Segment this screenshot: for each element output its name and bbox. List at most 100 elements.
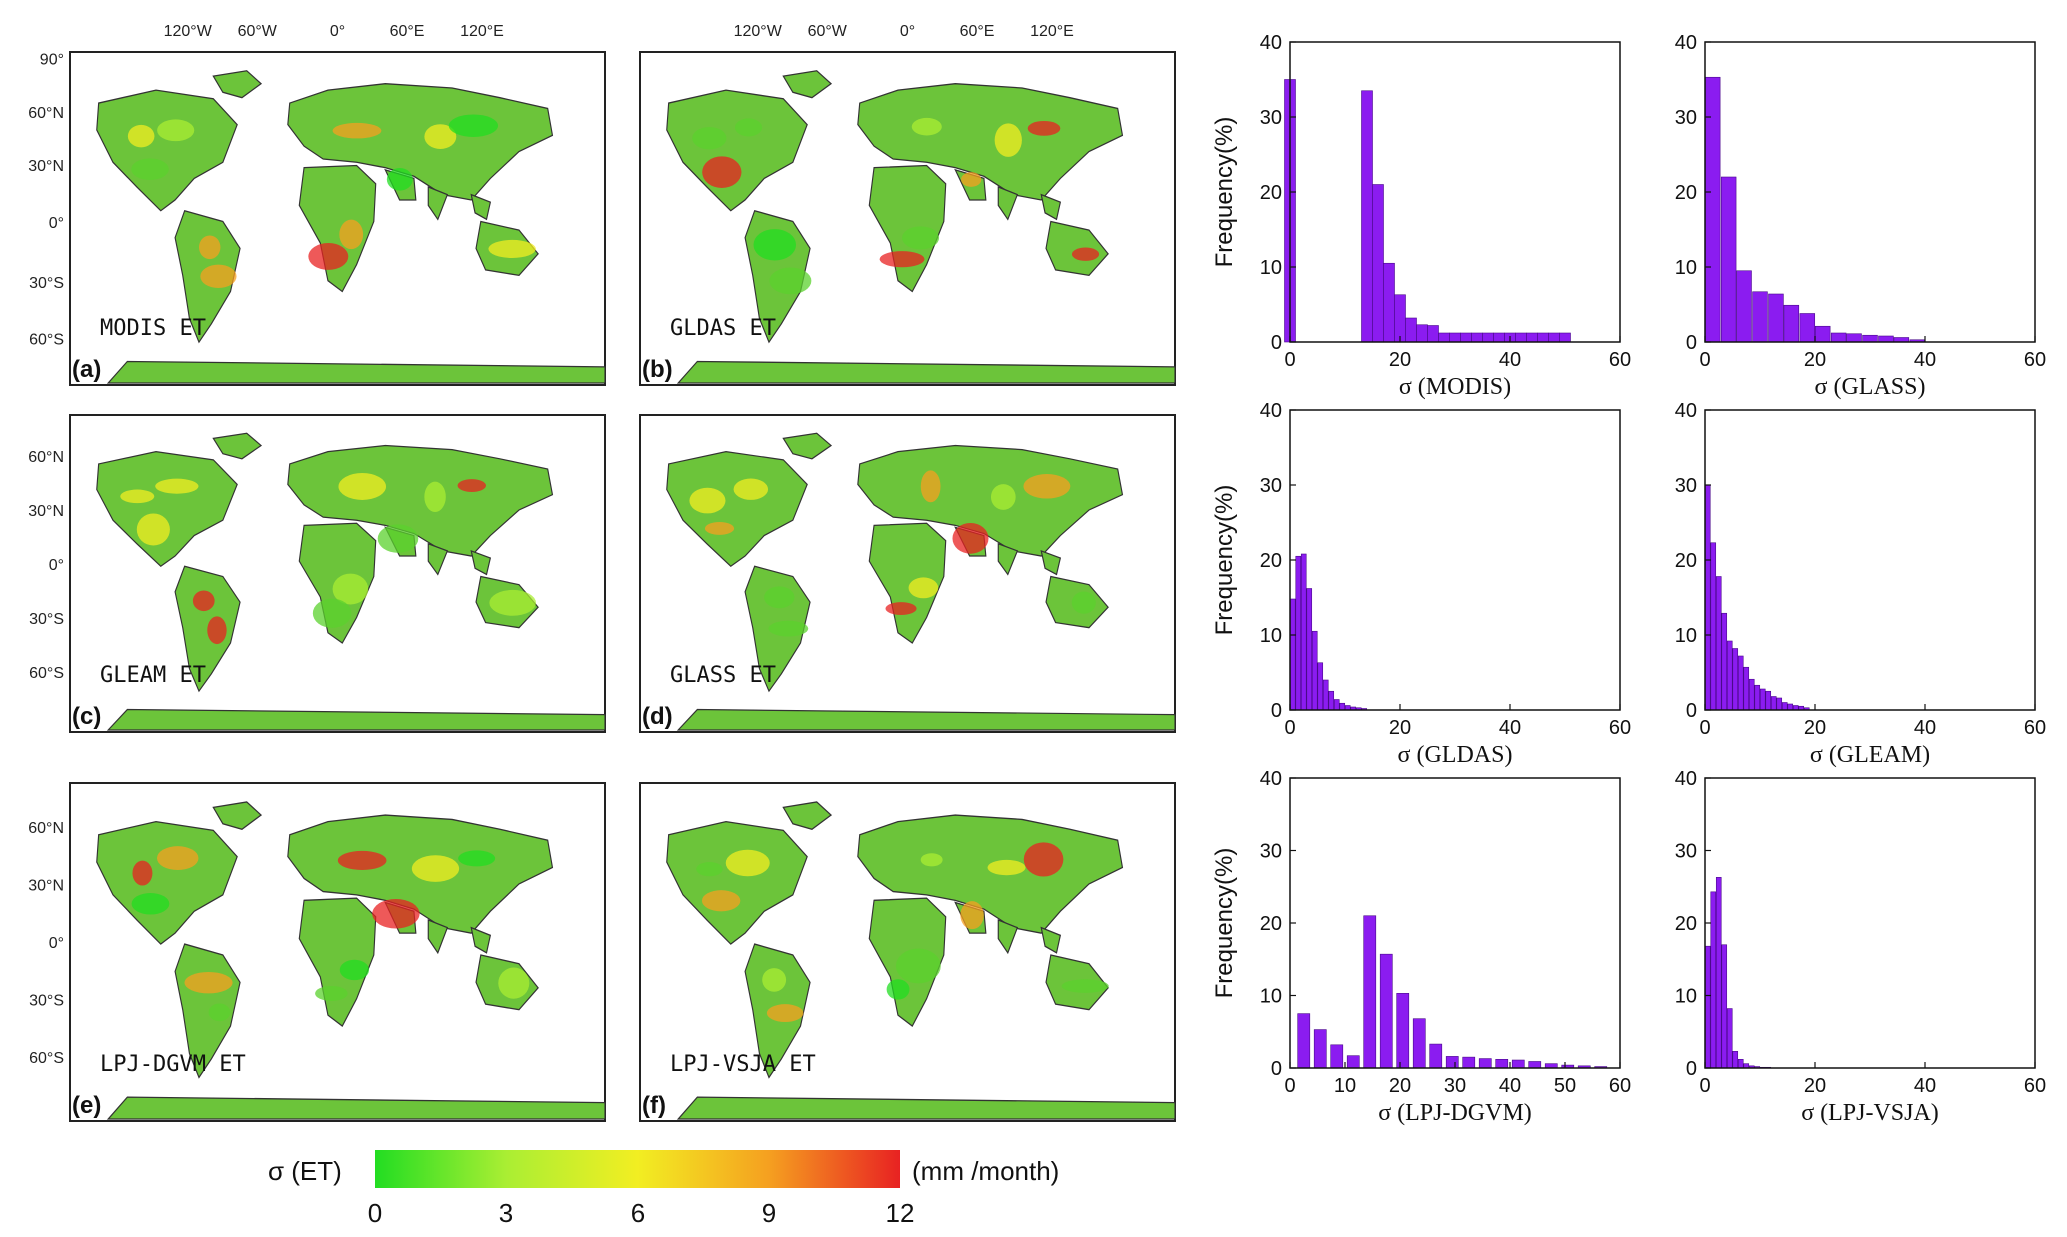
histogram-bar	[1416, 324, 1428, 343]
histogram-bar	[1736, 270, 1752, 343]
plot-frame	[1289, 409, 1621, 711]
lat-tick-label: 30°S	[29, 992, 64, 1009]
et-patch	[315, 985, 348, 1001]
colorbar-unit: (mm /month)	[912, 1156, 1059, 1186]
histogram-bar	[1799, 313, 1816, 343]
x-tick-label: 0	[1284, 717, 1295, 739]
histogram-bar	[1743, 666, 1750, 711]
et-patch	[424, 124, 457, 149]
et-patch	[184, 971, 233, 994]
x-tick-label: 10	[1334, 1075, 1356, 1097]
y-tick-label: 10	[1260, 986, 1282, 1008]
et-patch	[689, 487, 726, 514]
map-product-label: LPJ-VSJA ET	[670, 1052, 816, 1077]
et-patch	[338, 472, 387, 500]
et-patch	[339, 959, 370, 981]
et-patch	[131, 158, 169, 180]
lat-tick-label: 60°N	[28, 105, 64, 122]
x-tick-label: 60	[1609, 717, 1631, 739]
et-patch	[192, 590, 215, 612]
map-product-label: GLDAS ET	[670, 316, 776, 341]
y-tick-label: 30	[1675, 475, 1697, 497]
et-patch	[696, 862, 723, 877]
histogram-bar	[1726, 1008, 1733, 1069]
histogram-4: 0 20 40 60 0 10 20 30 40 σ (GLEAM)	[1675, 400, 2046, 768]
histogram-bar	[1462, 1056, 1476, 1069]
histogram-bar	[1770, 696, 1777, 711]
y-tick-label: 40	[1260, 32, 1282, 54]
y-tick-label: 10	[1260, 257, 1282, 279]
histogram-bar	[1715, 877, 1722, 1069]
x-tick-label: 20	[1389, 349, 1411, 371]
lon-tick-label: 0°	[900, 23, 915, 40]
histogram-bar	[1322, 679, 1329, 711]
x-tick-label: 20	[1389, 1075, 1411, 1097]
et-patch	[207, 616, 227, 645]
x-axis-label: σ (GLDAS)	[1398, 742, 1513, 768]
histogram-bar	[1748, 678, 1755, 711]
map-panel-f: LPJ-VSJA ET(f)	[639, 782, 1176, 1122]
y-axis-label: Frequency(%)	[1211, 485, 1238, 636]
x-tick-label: 40	[1499, 717, 1521, 739]
world-land	[666, 432, 1176, 731]
x-tick-label: 40	[1914, 717, 1936, 739]
et-patch	[312, 598, 352, 628]
histogram-bar	[1311, 630, 1318, 711]
y-tick-label: 20	[1260, 550, 1282, 572]
y-tick-label: 40	[1675, 400, 1697, 422]
colorbar-gradient	[375, 1150, 900, 1188]
histogram-bar	[1787, 703, 1794, 711]
histogram-bar	[1289, 598, 1296, 711]
x-tick-label: 50	[1554, 1075, 1576, 1097]
lat-tick-label: 60°N	[28, 820, 64, 837]
et-patch	[895, 948, 941, 984]
y-tick-label: 20	[1260, 182, 1282, 204]
x-axis-label: σ (LPJ-DGVM)	[1378, 1100, 1532, 1126]
et-patch	[902, 226, 940, 250]
lon-tick-label: 60°W	[808, 23, 848, 40]
histogram-bar	[1768, 293, 1784, 343]
x-tick-label: 60	[2024, 349, 2046, 371]
y-tick-label: 30	[1260, 107, 1282, 129]
y-tick-label: 0	[1686, 332, 1697, 354]
histogram-bar	[1710, 542, 1717, 711]
lon-tick-label: 0°	[330, 23, 345, 40]
lat-tick-label: 30°S	[29, 275, 64, 292]
map-panel-b: GLDAS ET (b) 120°W 60°W 0° 60°E 120°E	[639, 23, 1176, 386]
lat-tick-label: 0°	[49, 215, 64, 232]
et-patch	[1023, 474, 1071, 499]
histogram-bar	[1445, 1056, 1459, 1069]
y-axis-label: Frequency(%)	[1211, 848, 1238, 999]
histogram-bar	[1511, 1059, 1525, 1069]
histogram-bar	[1515, 332, 1527, 343]
et-patch	[1071, 247, 1100, 261]
plot-frame	[1289, 41, 1621, 343]
lat-tick-label: 0°	[49, 935, 64, 952]
histogram-bar	[1862, 334, 1878, 343]
histogram-bar	[1737, 655, 1744, 711]
plot-frame	[1289, 777, 1621, 1069]
histogram-bar	[1379, 953, 1393, 1069]
et-patch	[769, 267, 812, 295]
histogram-bar	[1878, 335, 1894, 343]
et-patch	[990, 484, 1016, 510]
lat-tick-label: 60°S	[29, 665, 64, 682]
et-patch	[127, 124, 155, 148]
world-land	[96, 70, 606, 384]
lat-tick-label: 30°S	[29, 611, 64, 628]
et-patch	[386, 168, 413, 191]
histogram-layer: 0 20 40 60 0 10 20 30 40 σ (MODIS) Frequency(%) 0 20…	[1211, 32, 2046, 1126]
et-patch	[332, 122, 382, 139]
histogram-1: 0 20 40 60 0 10 20 30 40 σ (MODIS) Frequency(%)	[1211, 32, 1631, 400]
x-tick-label: 60	[1609, 349, 1631, 371]
y-tick-label: 20	[1675, 182, 1697, 204]
lat-tick-label: 60°S	[29, 331, 64, 348]
y-tick-label: 20	[1675, 913, 1697, 935]
maps-layer: MODIS ET (a) 120°W 60°W 0° 60°E 120°E 90° 60°N 30…	[28, 23, 1176, 1122]
x-tick-label: 40	[1499, 349, 1521, 371]
et-patch	[1027, 120, 1061, 136]
histogram-bar	[1830, 332, 1847, 343]
histogram-bar	[1783, 304, 1800, 343]
et-patch	[488, 239, 536, 258]
